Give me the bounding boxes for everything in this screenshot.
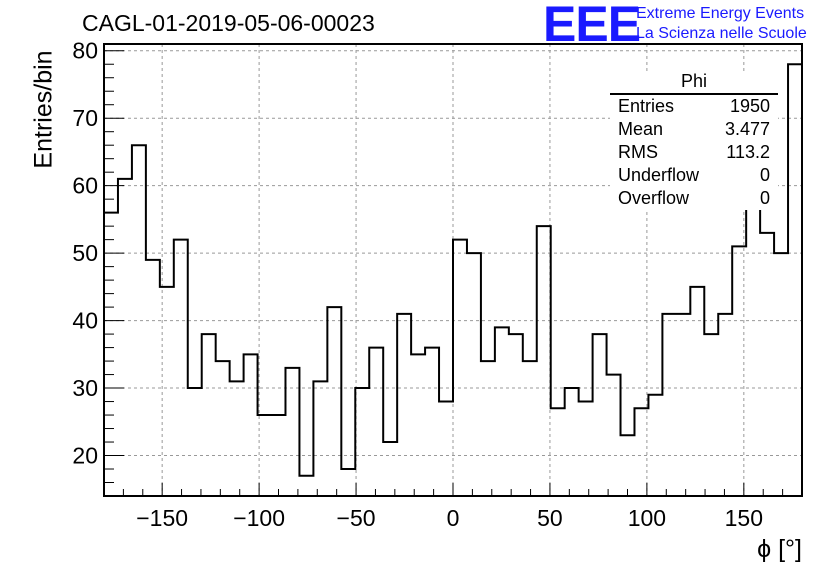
histogram-bin: [299, 476, 313, 496]
histogram-bin: [132, 145, 146, 496]
histogram-bin: [341, 469, 355, 496]
histogram-bin: [188, 388, 202, 496]
x-tick-label: 0: [447, 505, 460, 531]
histogram-bin: [788, 64, 802, 496]
y-tick-label: 60: [72, 173, 98, 199]
stats-row-underflow: Underflow 0: [610, 164, 778, 187]
stats-label: RMS: [618, 142, 658, 162]
x-tick-label: −50: [337, 505, 376, 531]
histogram-bin: [146, 260, 160, 496]
histogram-bin: [704, 334, 718, 496]
histogram-bin: [509, 334, 523, 496]
histogram-bin: [774, 253, 788, 496]
x-tick-label: −100: [233, 505, 285, 531]
histogram-bin: [397, 314, 411, 496]
histogram-bin: [551, 408, 565, 496]
histogram-bin: [467, 253, 481, 496]
stats-value: 113.2: [726, 142, 770, 162]
y-tick-label: 50: [72, 240, 98, 266]
histogram-bin: [202, 334, 216, 496]
histogram-bin: [607, 375, 621, 496]
y-tick-label: 70: [72, 105, 98, 131]
stats-label: Entries: [618, 96, 675, 116]
histogram-bin: [104, 213, 118, 496]
histogram-bin: [565, 388, 579, 496]
histogram-bin: [244, 354, 258, 496]
chart-title: CAGL-01-2019-05-06-00023: [82, 10, 375, 36]
histogram-bin: [732, 246, 746, 496]
histogram-bin: [216, 361, 230, 496]
stats-row-mean: Mean 3.477: [610, 118, 778, 141]
histogram-bin: [495, 327, 509, 496]
histogram-bin: [760, 233, 774, 496]
histogram-bin: [258, 415, 272, 496]
histogram-bin: [621, 435, 635, 496]
stats-value: 0: [759, 188, 770, 208]
x-tick-label: 50: [537, 505, 563, 531]
histogram-bin: [230, 381, 244, 496]
x-axis-label: ϕ [°]: [757, 535, 802, 563]
histogram-bin: [411, 354, 425, 496]
histogram-bin: [439, 402, 453, 496]
y-tick-label: 80: [72, 38, 98, 64]
histogram-bin: [355, 388, 369, 496]
histogram-bin: [285, 368, 299, 496]
histogram-bin: [313, 381, 327, 496]
stats-title: Phi: [610, 71, 778, 95]
stats-label: Mean: [618, 119, 664, 139]
histogram-bin: [537, 226, 551, 496]
stats-box: Phi Entries 1950 Mean 3.477 RMS 113.2 Un…: [610, 71, 778, 210]
histogram-bin: [160, 287, 174, 496]
eee-logo: EEE: [543, 0, 641, 52]
logo-line-1: Extreme Energy Events: [636, 5, 805, 22]
x-tick-label: −150: [136, 505, 188, 531]
histogram-bin: [327, 307, 341, 496]
logo-line-2: La Scienza nelle Scuole: [636, 25, 807, 42]
histogram-bin: [648, 395, 662, 496]
histogram-bin: [746, 192, 760, 496]
y-tick-label: 30: [72, 375, 98, 401]
stats-row-overflow: Overflow 0: [610, 187, 778, 210]
histogram-bin: [174, 240, 188, 496]
histogram-bin: [718, 314, 732, 496]
histogram-bin: [369, 348, 383, 496]
stats-value: 3.477: [724, 119, 770, 139]
histogram-bin: [523, 361, 537, 496]
histogram-bin: [579, 402, 593, 496]
histogram-outline: [103, 63, 803, 496]
histogram-bin: [662, 314, 676, 496]
histogram-bin: [634, 408, 648, 496]
histogram-bin: [593, 334, 607, 496]
histogram-bin: [425, 348, 439, 496]
histogram-bin: [272, 415, 286, 496]
stats-label: Overflow: [618, 188, 690, 208]
histogram-bin: [453, 240, 467, 496]
histogram-bin: [481, 361, 495, 496]
x-tick-label: 100: [628, 505, 666, 531]
histogram-bin: [690, 287, 704, 496]
stats-label: Underflow: [618, 165, 700, 185]
histogram-bin: [676, 314, 690, 496]
y-tick-label: 20: [72, 443, 98, 469]
histogram-bin: [118, 179, 132, 496]
stats-row-entries: Entries 1950: [610, 95, 778, 118]
x-tick-label: 150: [725, 505, 763, 531]
y-axis-label: Entries/bin: [29, 50, 58, 169]
histogram-bin: [383, 442, 397, 496]
stats-row-rms: RMS 113.2: [610, 141, 778, 164]
y-tick-label: 40: [72, 308, 98, 334]
stats-value: 0: [759, 165, 770, 185]
stats-value: 1950: [729, 96, 770, 116]
